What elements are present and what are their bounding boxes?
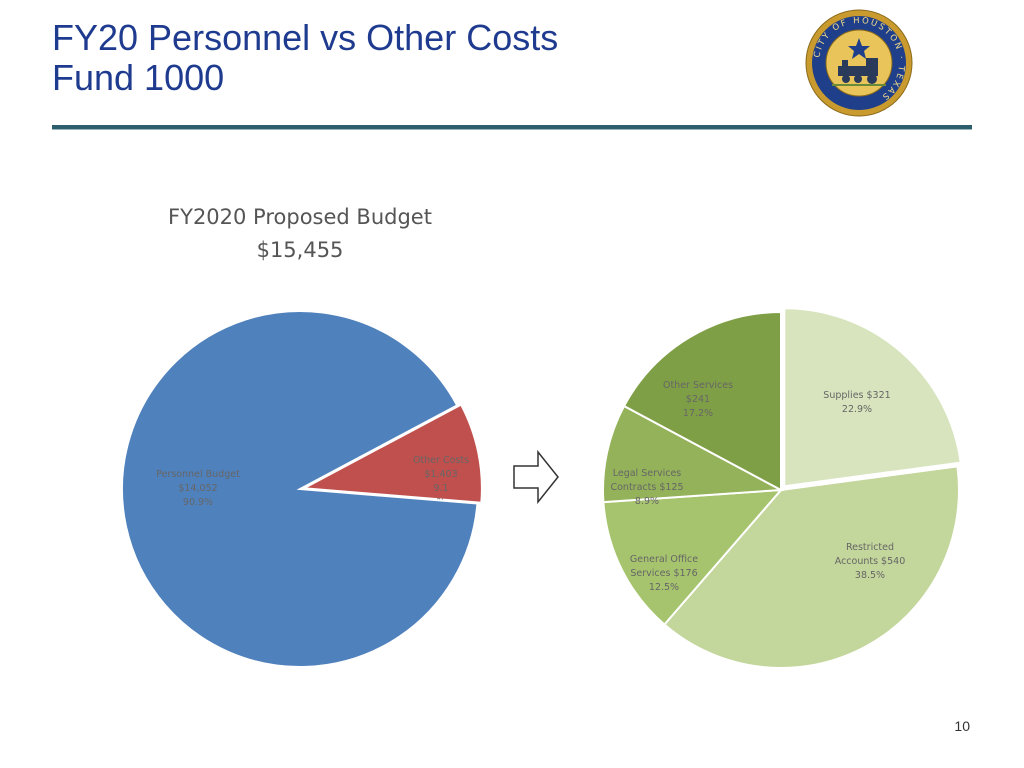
pie-slice-personnel-budget [121, 310, 479, 668]
page-title: FY20 Personnel vs Other Costs Fund 1000 [52, 18, 558, 98]
slice-label-other-services: Other Services $241 17.2% [663, 380, 733, 419]
pie-slice-general-office [602, 488, 784, 626]
pie-slice-other-costs [300, 403, 483, 504]
chart-title-block: FY2020 Proposed Budget $15,455 [140, 201, 460, 267]
page-number: 10 [954, 718, 970, 734]
slice-label-legal-services: Legal Services Contracts $125 8.9% [610, 468, 683, 507]
pie-slice-legal-services [602, 404, 785, 504]
city-seal-logo: CITY OF HOUSTON · TEXAS [805, 9, 913, 117]
chart-title: FY2020 Proposed Budget [168, 205, 432, 229]
pie-slice-supplies-321 [783, 307, 962, 488]
pie-slice-restricted [662, 465, 960, 669]
slice-label-supplies-321: Supplies $321 22.9% [823, 390, 890, 415]
header-divider [52, 125, 972, 130]
chart-total: $15,455 [256, 238, 344, 262]
page-title-line-2: Fund 1000 [52, 57, 225, 98]
right-arrow-icon [513, 450, 559, 504]
slice-label-restricted: Restricted Accounts $540 38.5% [835, 542, 906, 581]
slice-label-personnel-budget: Personnel Budget $14,052 90.9% [156, 469, 240, 508]
page-title-line-1: FY20 Personnel vs Other Costs [52, 17, 559, 58]
pie-slice-other-services [622, 310, 782, 492]
slice-label-general-office: General Office Services $176 12.5% [630, 554, 698, 593]
